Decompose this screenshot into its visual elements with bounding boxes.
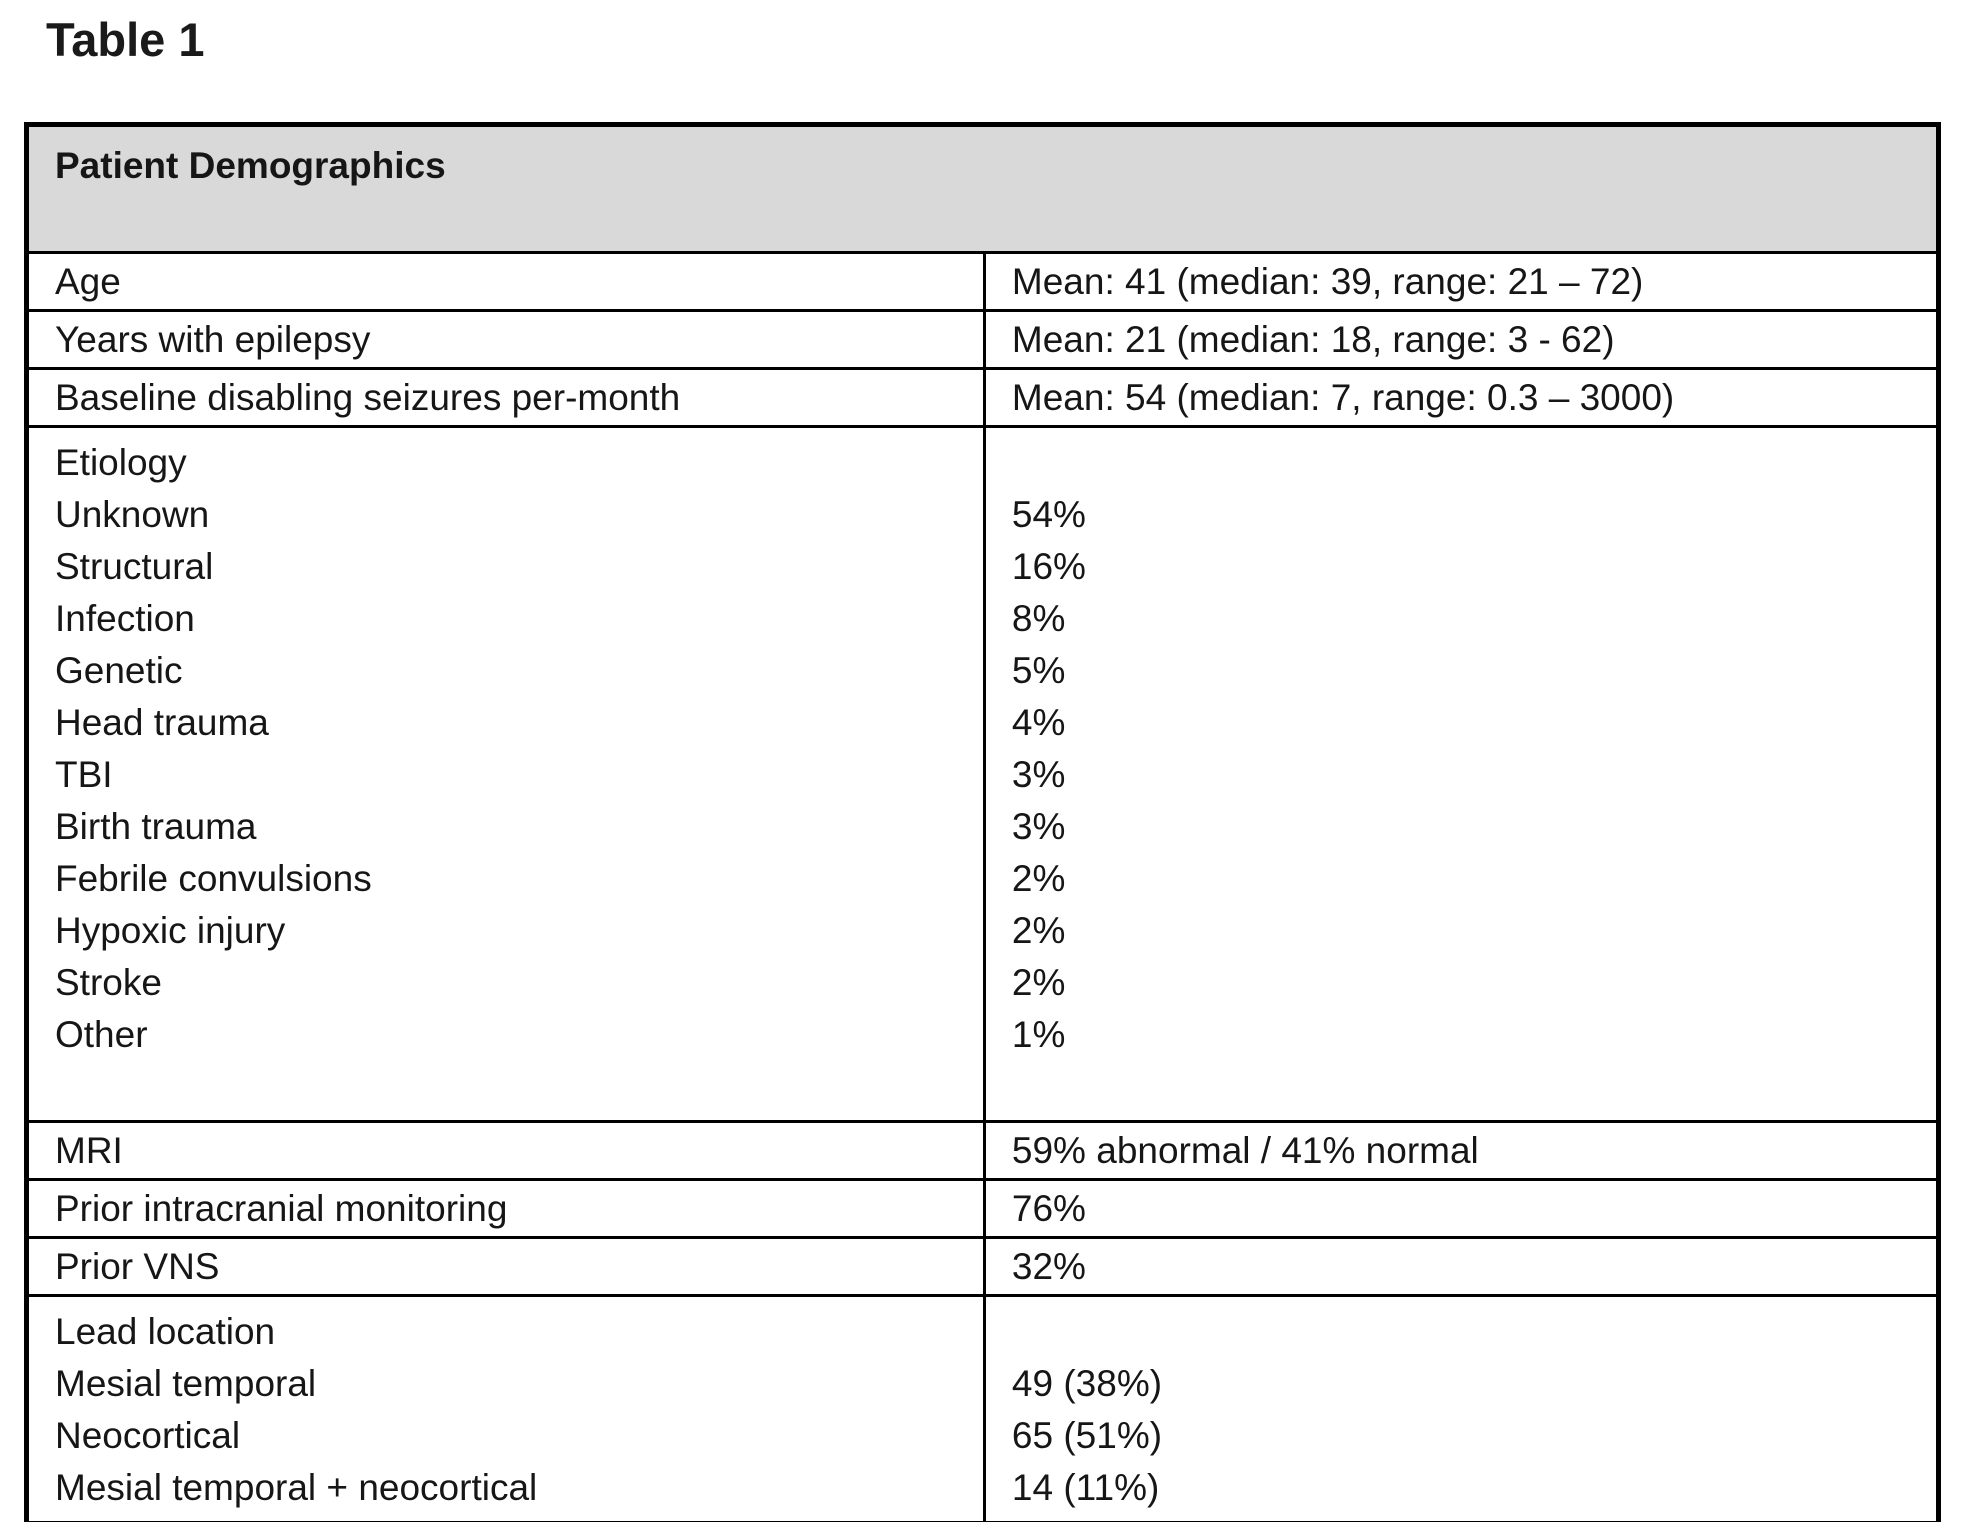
row-label-cell: Prior intracranial monitoring bbox=[25, 1178, 986, 1239]
label-line: Lead location bbox=[55, 1311, 276, 1352]
table-row: Prior VNS 32% bbox=[25, 1236, 1941, 1297]
label-line: Head trauma bbox=[55, 702, 269, 743]
row-label-cell: Years with epilepsy bbox=[25, 309, 986, 370]
table-row: Age Mean: 41 (median: 39, range: 21 – 72) bbox=[25, 251, 1941, 312]
table-header: Patient Demographics bbox=[25, 123, 1940, 254]
label-line: TBI bbox=[55, 754, 113, 795]
label-line: Mesial temporal + neocortical bbox=[55, 1467, 538, 1508]
row-value-cell: Mean: 54 (median: 7, range: 0.3 – 3000) bbox=[982, 367, 1941, 428]
value-line: 4% bbox=[1011, 702, 1066, 743]
row-label-cell: Baseline disabling seizures per-month bbox=[25, 367, 986, 428]
row-value-cell: 49 (38%) 65 (51%) 14 (11%) bbox=[982, 1294, 1941, 1522]
row-value-cell: 59% abnormal / 41% normal bbox=[982, 1120, 1941, 1181]
row-value-cell: 32% bbox=[982, 1236, 1941, 1297]
table-row: Prior intracranial monitoring 76% bbox=[25, 1178, 1941, 1239]
row-label-cell: MRI bbox=[25, 1120, 986, 1181]
row-label-cell: Age bbox=[25, 251, 986, 312]
row-label-cell: Lead location Mesial temporal Neocortical M… bbox=[25, 1294, 986, 1522]
value-line: 49 (38%) bbox=[1011, 1363, 1163, 1404]
row-label-cell: Prior VNS bbox=[25, 1236, 986, 1297]
patient-demographics-table: Patient Demographics Age Mean: 41 (median… bbox=[24, 122, 1941, 1522]
table-row: Baseline disabling seizures per-month Mea… bbox=[25, 367, 1941, 428]
value-line: 16% bbox=[1011, 546, 1086, 587]
table-row: Lead location Mesial temporal Neocortical M… bbox=[25, 1294, 1941, 1522]
label-line: Other bbox=[55, 1014, 148, 1055]
label-line: Unknown bbox=[55, 494, 210, 535]
label-line: Mesial temporal bbox=[55, 1363, 317, 1404]
value-line bbox=[1012, 1306, 1936, 1358]
label-line: Genetic bbox=[55, 650, 183, 691]
label-line: Hypoxic injury bbox=[55, 910, 286, 951]
value-line: 65 (51%) bbox=[1011, 1415, 1163, 1456]
table-row: Years with epilepsy Mean: 21 (median: 18,… bbox=[25, 309, 1941, 370]
label-line bbox=[55, 1061, 983, 1113]
label-line: Febrile convulsions bbox=[55, 858, 372, 899]
table-row: Etiology Unknown Structural Infection Geneti… bbox=[25, 425, 1941, 1123]
value-line: 2% bbox=[1011, 858, 1066, 899]
row-label-cell: Etiology Unknown Structural Infection Geneti… bbox=[25, 425, 986, 1123]
value-line: 3% bbox=[1011, 754, 1066, 795]
label-line: Structural bbox=[55, 546, 214, 587]
value-line: 14 (11%) bbox=[1011, 1467, 1160, 1508]
value-line bbox=[1012, 437, 1936, 489]
label-line: Infection bbox=[55, 598, 195, 639]
value-line: 2% bbox=[1011, 962, 1066, 1003]
row-value-cell: Mean: 41 (median: 39, range: 21 – 72) bbox=[982, 251, 1941, 312]
label-line: Etiology bbox=[55, 442, 187, 483]
value-line: 2% bbox=[1011, 910, 1066, 951]
label-line: Neocortical bbox=[55, 1415, 241, 1456]
table-header-row: Patient Demographics bbox=[25, 123, 1940, 254]
document-title: Table 1 bbox=[46, 13, 205, 66]
row-value-cell: 54% 16% 8% 5% 4% 3% 3% 2% 2% 2% 1% bbox=[982, 425, 1941, 1123]
row-value-cell: Mean: 21 (median: 18, range: 3 - 62) bbox=[982, 309, 1941, 370]
value-line: 8% bbox=[1011, 598, 1066, 639]
row-value-cell: 76% bbox=[982, 1178, 1941, 1239]
label-line: Stroke bbox=[55, 962, 162, 1003]
value-line bbox=[1012, 1061, 1936, 1113]
value-line: 1% bbox=[1011, 1014, 1066, 1055]
value-line: 5% bbox=[1011, 650, 1066, 691]
table-body: Patient Demographics Age Mean: 41 (median… bbox=[25, 123, 1941, 1522]
label-line: Birth trauma bbox=[55, 806, 257, 847]
table-row: MRI 59% abnormal / 41% normal bbox=[25, 1120, 1941, 1181]
value-line: 54% bbox=[1011, 494, 1086, 535]
value-line: 3% bbox=[1011, 806, 1066, 847]
